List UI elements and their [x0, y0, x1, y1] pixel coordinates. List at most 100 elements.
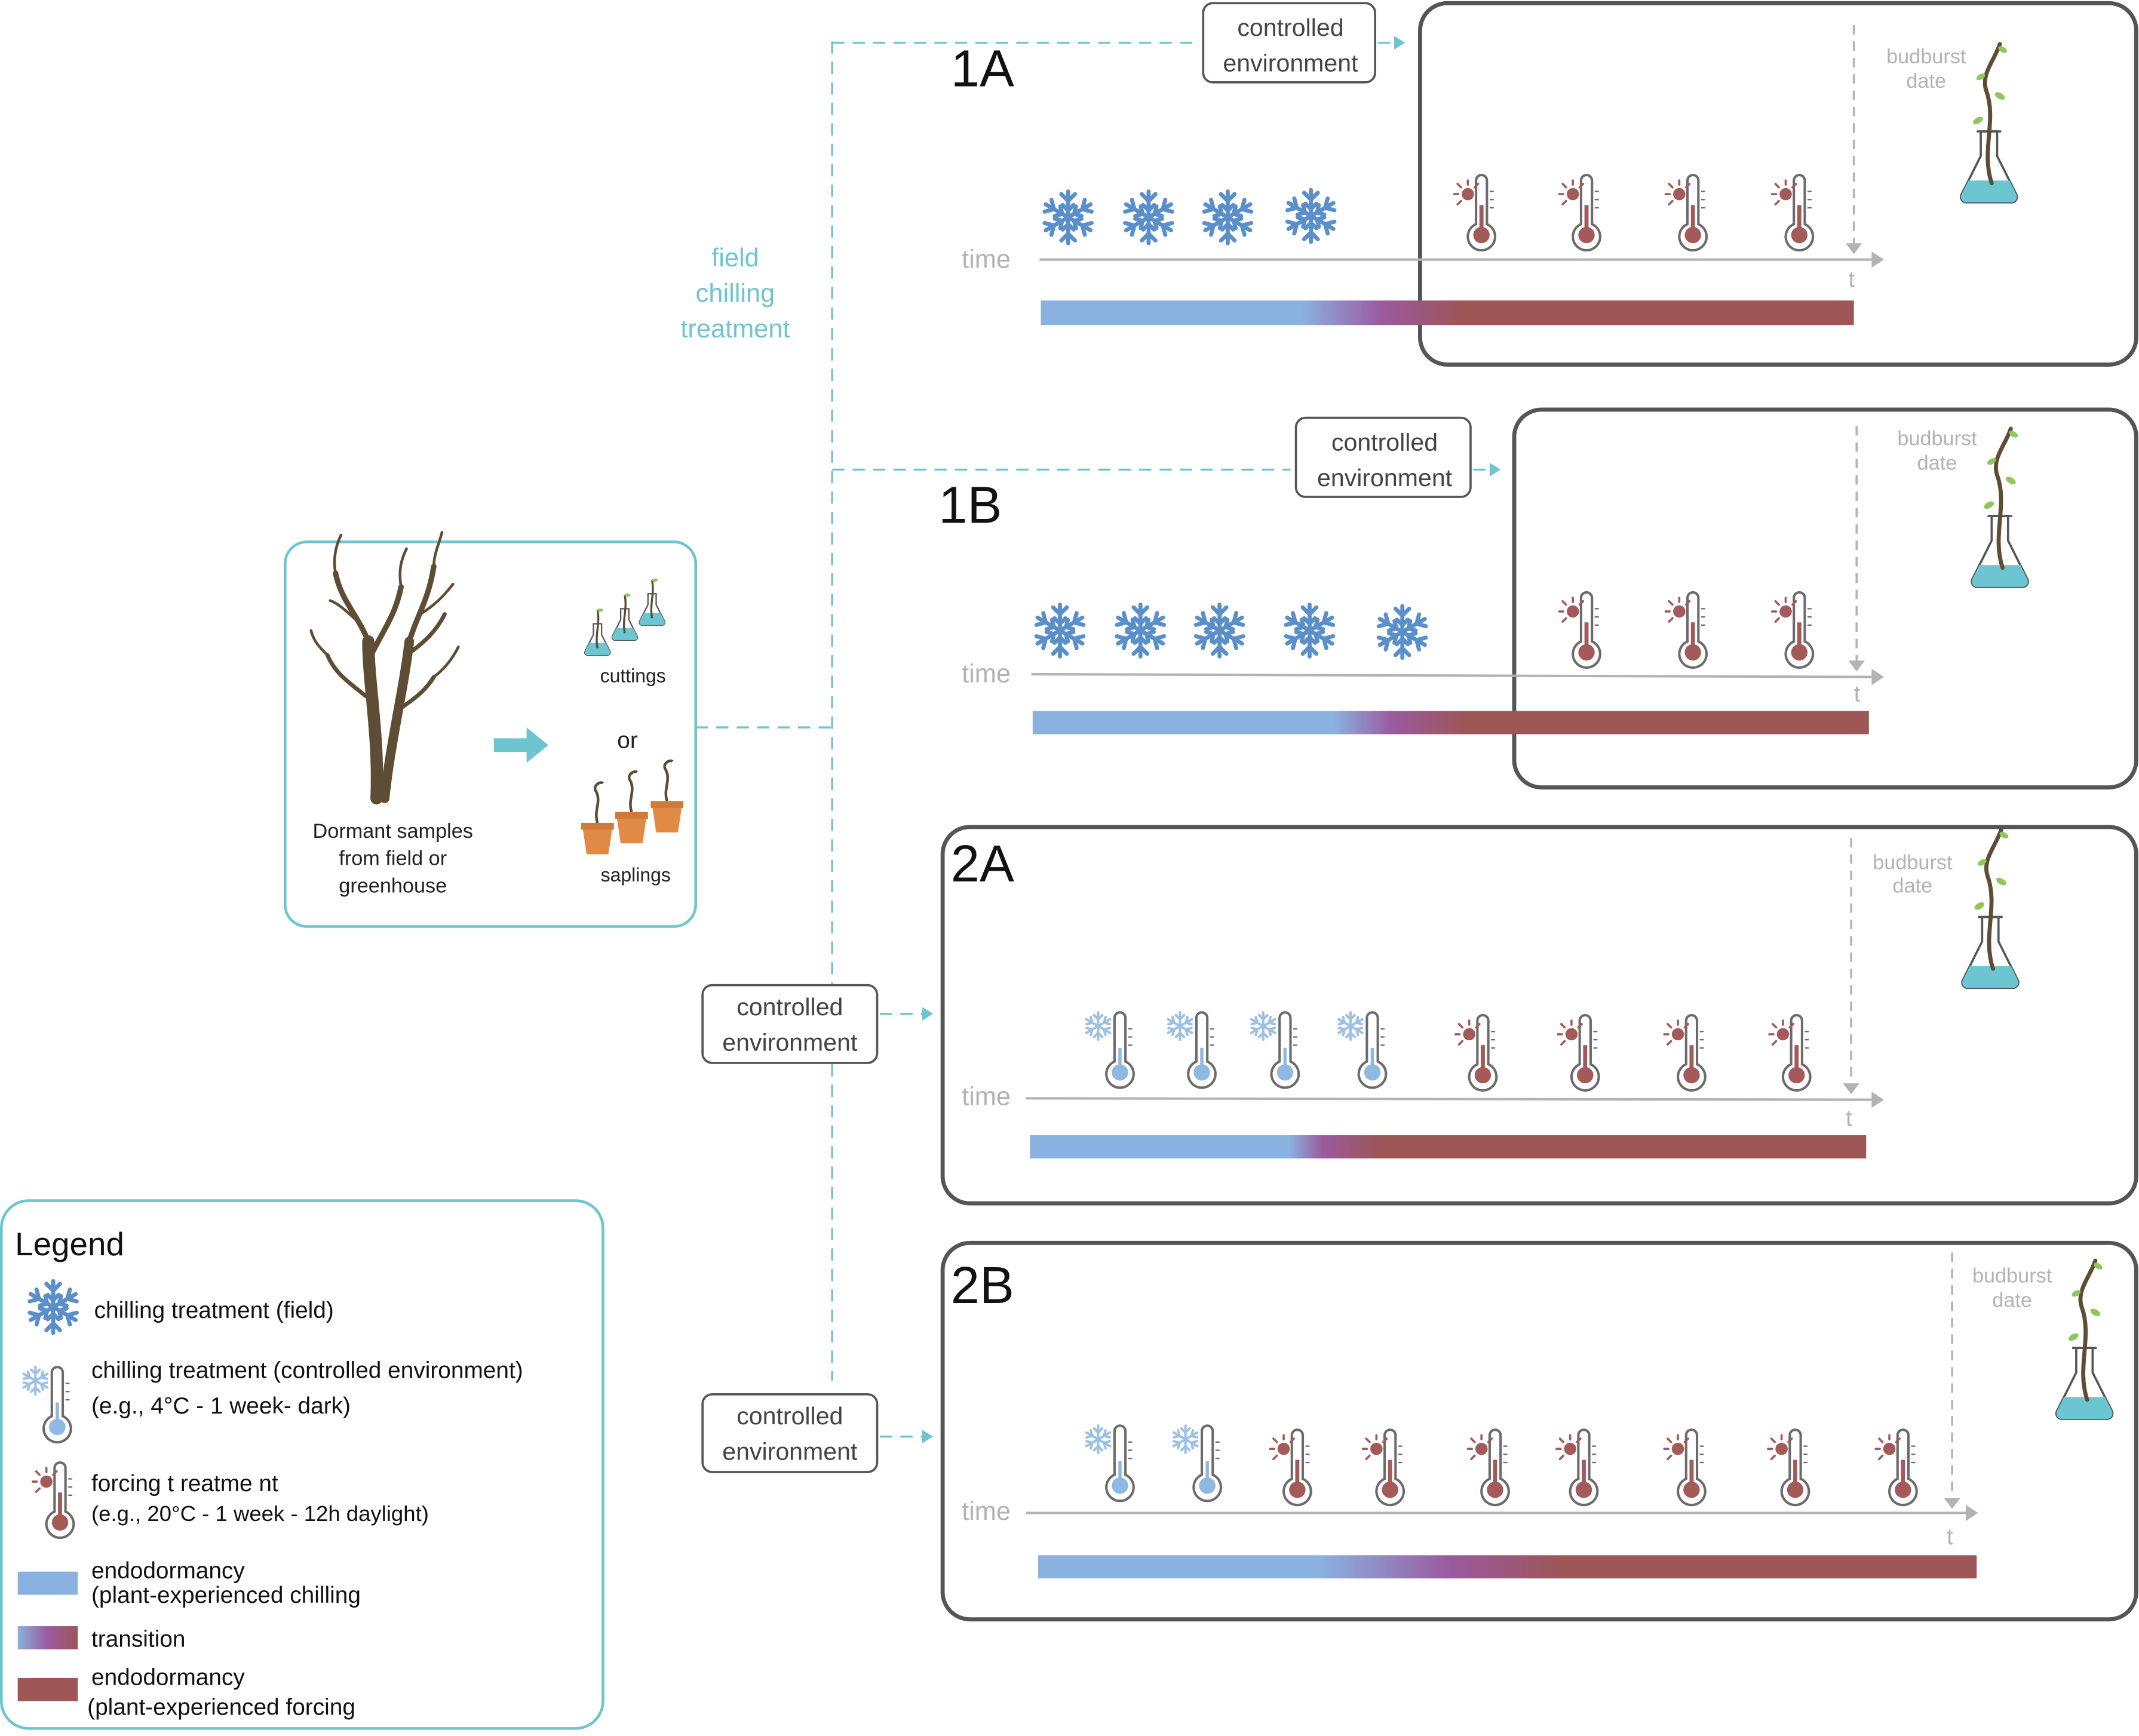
- controlled-env-box-1b: controlled environment: [1294, 416, 1472, 498]
- legend-forcing-1: forcing t reatme nt: [91, 1471, 278, 1497]
- controlled-env-2b-line-2: environment: [722, 1437, 858, 1465]
- controlled-env-2a-line-2: environment: [722, 1028, 858, 1056]
- panel-2a-frame: [940, 825, 2138, 1206]
- budburst-1b-line-2: date: [1917, 451, 1957, 474]
- panel-2b-treatments: [1084, 1425, 1916, 1505]
- samples-box: Dormant samples from field or greenhouse…: [284, 531, 698, 928]
- snowflake-thermometer-icon: [1171, 1425, 1221, 1501]
- controlled-env-2a-line-1: controlled: [736, 993, 843, 1021]
- legend-endo-force-2: (plant-experienced forcing: [87, 1695, 355, 1720]
- snowflake-thermometer-icon: [1084, 1425, 1134, 1501]
- legend-endo-chill-2: (plant-experienced chilling: [91, 1583, 361, 1608]
- sun-thermometer-icon: [1363, 1430, 1404, 1505]
- budburst-2b-line-2: date: [1992, 1289, 2032, 1312]
- snowflake-icon: [1284, 605, 1336, 657]
- controlled-env-1b-line-2: environment: [1317, 464, 1453, 491]
- controlled-env-box-2a: controlled environment: [701, 984, 879, 1064]
- legend-ce-chill-1: chilling treatment (controlled environme…: [91, 1357, 523, 1383]
- time-label-1a: time: [962, 245, 1011, 274]
- snowflake-thermometer-icon: [1337, 1012, 1386, 1087]
- legend-endo-force-1: endodormancy: [91, 1664, 245, 1690]
- saplings-label: saplings: [601, 864, 671, 886]
- samples-title-line-1: Dormant samples: [313, 820, 473, 843]
- sun-thermometer-icon: [1456, 1015, 1497, 1090]
- budburst-1a-line-2: date: [1906, 70, 1946, 93]
- sun-thermometer-icon: [1454, 175, 1496, 250]
- panel-2a-treatments: [1084, 1012, 1810, 1090]
- budburst-2a-line-1: budburst: [1873, 852, 1953, 874]
- time-label-2a: time: [962, 1083, 1011, 1111]
- sun-thermometer-icon: [1664, 1015, 1705, 1090]
- snowflake-thermometer-icon: [1250, 1012, 1299, 1087]
- dormancy-bar-2a: [1030, 1135, 1867, 1159]
- flow-arrowheads: [922, 36, 1501, 1444]
- legend-transition: transition: [91, 1626, 185, 1652]
- sun-thermometer-icon: [1270, 1430, 1311, 1505]
- budburst-1b-line-1: budburst: [1897, 427, 1977, 450]
- panel-1b-frame: [1512, 407, 2138, 789]
- panel-1a-label: 1A: [951, 40, 1014, 98]
- snowflake-icon: [1042, 192, 1094, 244]
- legend-forcing-2: (e.g., 20°C - 1 week - 12h daylight): [91, 1501, 429, 1526]
- tree-icon: [309, 531, 460, 805]
- sun-thermometer-icon: [1557, 1430, 1598, 1505]
- time-label-2b: time: [962, 1497, 1011, 1526]
- snowflake-icon: [1123, 192, 1175, 244]
- time-label-1b: time: [962, 660, 1011, 689]
- panel-1a-frame: [1418, 1, 2138, 367]
- legend-ce-chill-2: (e.g., 4°C - 1 week- dark): [91, 1393, 351, 1419]
- panel-1b-treatments: [1034, 592, 1813, 668]
- samples-arrow-icon: [493, 727, 549, 763]
- plant-flask-icon: [1961, 44, 2017, 202]
- snowflake-thermometer-icon: [1084, 1012, 1134, 1087]
- legend: Legend chilling treatment (field) chilli…: [0, 1199, 604, 1730]
- dormancy-bar-1a: [1041, 300, 1854, 325]
- legend-swatch-chilling: [17, 1571, 78, 1595]
- snowflake-icon: [1285, 190, 1337, 242]
- t-label-2a: t: [1846, 1105, 1852, 1131]
- controlled-env-1a-line-1: controlled: [1237, 14, 1343, 41]
- snowflake-icon: [1115, 605, 1167, 657]
- t-label-1a: t: [1849, 266, 1855, 292]
- panel-2a-timeline: time t budburst date: [962, 829, 2018, 1159]
- panel-2b-label: 2B: [951, 1256, 1014, 1314]
- sun-thermometer-icon: [1772, 592, 1813, 668]
- sun-thermometer-icon: [1468, 1430, 1509, 1505]
- legend-field-chill: chilling treatment (field): [94, 1298, 334, 1323]
- snowflake-icon: [1034, 605, 1086, 657]
- snowflake-thermometer-icon: [1166, 1012, 1216, 1087]
- budburst-2a-line-2: date: [1893, 874, 1933, 897]
- samples-title-line-2: from field or: [339, 847, 447, 870]
- panel-2b-frame: [940, 1240, 2138, 1622]
- field-chilling-label-1: field: [711, 244, 759, 272]
- controlled-env-2b-line-1: controlled: [736, 1402, 843, 1430]
- sun-thermometer-icon: [1768, 1430, 1809, 1505]
- flow-connectors: [695, 41, 1490, 1438]
- controlled-env-1a-line-2: environment: [1223, 50, 1358, 77]
- sun-thermometer-icon: [1559, 592, 1600, 668]
- snowflake-icon: [1193, 605, 1245, 657]
- panel-1a-treatments: [1042, 175, 1813, 250]
- sun-thermometer-icon: [1559, 175, 1600, 250]
- panel-1b-timeline: time t budburst date: [962, 426, 2028, 735]
- or-label: or: [617, 727, 638, 753]
- samples-title-line-3: greenhouse: [339, 874, 447, 897]
- panel-1a-timeline: time t budburst date: [962, 24, 2017, 325]
- sun-thermometer-icon: [1769, 1015, 1810, 1090]
- budburst-1a-line-1: budburst: [1886, 45, 1966, 68]
- legend-endo-chill-1: endodormancy: [91, 1558, 245, 1584]
- sun-thermometer-icon: [1664, 1430, 1705, 1505]
- budburst-2b-line-1: budburst: [1972, 1265, 2052, 1288]
- cuttings-label: cuttings: [600, 665, 666, 687]
- panel-2b-timeline: time t budburst date: [962, 1252, 2113, 1579]
- controlled-env-box-2b: controlled environment: [701, 1393, 879, 1473]
- snowflake-icon: [1376, 606, 1428, 658]
- legend-swatch-forcing: [17, 1677, 78, 1701]
- dormancy-bar-1b: [1032, 711, 1869, 735]
- field-chilling-label-3: treatment: [680, 315, 790, 343]
- sun-thermometer-icon: [1666, 592, 1707, 668]
- sun-thermometer-icon: [1666, 175, 1707, 250]
- panel-1b-label: 1B: [938, 476, 1002, 534]
